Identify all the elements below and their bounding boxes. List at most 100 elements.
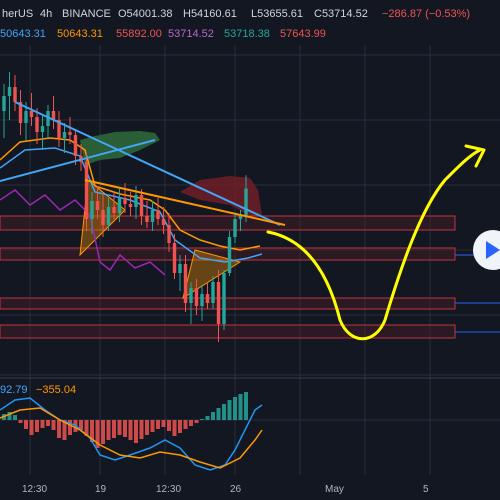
- macd-bar: [189, 420, 193, 426]
- macd-bar: [211, 412, 215, 420]
- candle-body: [7, 87, 12, 96]
- macd-bar: [18, 420, 23, 423]
- macd-bar: [145, 420, 149, 435]
- candle-body: [29, 111, 34, 117]
- candle-body: [123, 198, 127, 204]
- chikou-line: [0, 189, 166, 276]
- candle-body: [156, 210, 160, 219]
- candle-body: [238, 216, 243, 219]
- candle-body: [112, 207, 116, 213]
- change-value: −286.87 (−0.53%): [382, 8, 470, 20]
- macd-bar: [216, 408, 221, 420]
- macd-bar: [40, 420, 45, 428]
- candle-body: [128, 204, 133, 207]
- candle-body: [62, 132, 67, 138]
- macd-bar: [90, 420, 94, 442]
- candle-body: [84, 162, 89, 219]
- x-tick-5: 5: [423, 484, 429, 495]
- candle-body: [18, 102, 23, 123]
- ichimoku-cloud: [80, 131, 262, 216]
- candle-body: [227, 237, 232, 273]
- macd-bar: [244, 392, 248, 420]
- cloud-green: [80, 131, 160, 165]
- macd-value: 92.79: [0, 384, 28, 396]
- macd-bar: [139, 420, 144, 439]
- candle-body: [51, 111, 56, 120]
- indicator-value-1: 50643.31: [0, 28, 46, 40]
- macd-bar: [238, 394, 243, 420]
- symbol-label: herUS: [2, 8, 33, 20]
- x-tick-1: 19: [95, 484, 107, 495]
- candle-body: [178, 264, 182, 273]
- macd-bar: [178, 420, 182, 433]
- macd-bar: [84, 420, 89, 436]
- indicator-value-5: 53718.38: [224, 28, 270, 40]
- candle-body: [95, 201, 100, 210]
- macd-bar: [51, 420, 56, 430]
- x-axis: 12:30 19 12:30 26 May 5: [22, 484, 429, 495]
- candle-body: [2, 96, 6, 111]
- zone-1: [0, 215, 456, 231]
- macd-bar: [13, 415, 17, 420]
- candle-body: [183, 264, 188, 303]
- macd-bar: [172, 420, 177, 436]
- macd-bar: [106, 420, 111, 440]
- signal-value: −355.04: [36, 384, 76, 396]
- candle-body: [117, 198, 122, 213]
- candle-body: [200, 294, 204, 306]
- candle-body: [46, 111, 50, 126]
- candle-body: [194, 288, 199, 306]
- candle-body: [90, 201, 94, 219]
- x-tick-4: May: [325, 484, 344, 495]
- candle-body: [161, 219, 166, 225]
- macd-bar: [222, 404, 226, 420]
- macd-bar: [62, 420, 67, 440]
- macd-bar: [150, 420, 155, 432]
- macd-bar: [7, 412, 12, 420]
- zone-3: [0, 297, 456, 310]
- candle-body: [73, 135, 78, 156]
- macd-bar: [233, 397, 237, 420]
- candle-body: [222, 273, 226, 324]
- macd-bar: [46, 420, 50, 426]
- macd-bar: [112, 420, 116, 438]
- candle-body: [139, 195, 144, 216]
- trendlines: [0, 101, 286, 226]
- low-value: L53655.61: [251, 8, 303, 20]
- macd-bar: [68, 420, 72, 435]
- candle-body: [57, 120, 61, 138]
- macd-bar: [227, 400, 232, 420]
- macd-bar: [205, 416, 210, 420]
- play-button[interactable]: [473, 230, 500, 270]
- candle-body: [13, 87, 17, 102]
- macd-bar: [183, 420, 188, 429]
- header: herUS 4h BINANCE O54001.38 H54160.61 L53…: [0, 8, 470, 40]
- macd-bar: [24, 420, 28, 429]
- candle-body: [216, 282, 221, 324]
- macd-lines: [0, 397, 263, 471]
- candle-body: [40, 126, 45, 132]
- macd-bar: [79, 420, 83, 430]
- candle-body: [172, 243, 177, 273]
- macd-histogram: [2, 392, 248, 448]
- candle-body: [167, 225, 171, 243]
- trendline-blue-2: [0, 139, 156, 182]
- cloud-red: [180, 176, 262, 216]
- indicator-value-3: 55892.00: [116, 28, 162, 40]
- candle-body: [101, 210, 105, 225]
- macd-bar: [57, 420, 61, 438]
- macd-bar: [161, 420, 166, 427]
- macd-bar: [200, 419, 204, 420]
- macd-bar: [35, 420, 39, 432]
- indicator-value-6: 57643.99: [280, 28, 326, 40]
- x-tick-0: 12:30: [22, 484, 47, 495]
- indicator-value-4: 53714.52: [168, 28, 214, 40]
- candle-body: [145, 216, 149, 222]
- candle-body: [24, 111, 28, 123]
- macd-bar: [117, 420, 122, 435]
- candle-body: [205, 294, 210, 303]
- high-value: H54160.61: [183, 8, 237, 20]
- macd-legend: 92.79 −355.04: [0, 384, 76, 396]
- indicator-value-2: 50643.31: [57, 28, 103, 40]
